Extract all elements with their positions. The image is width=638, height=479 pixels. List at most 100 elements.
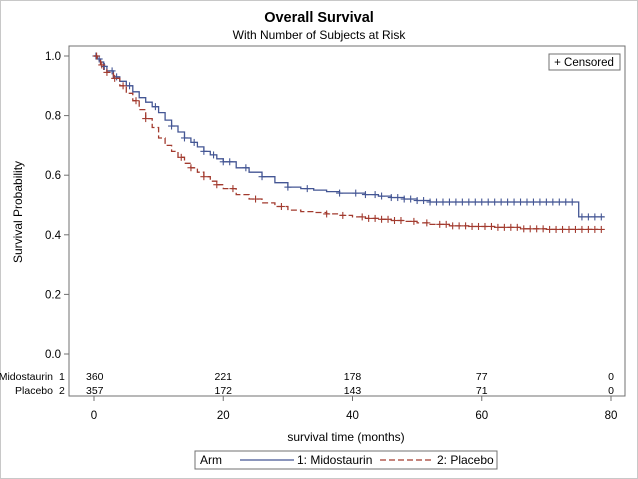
at-risk-count: 71 xyxy=(476,385,488,397)
censor-mark xyxy=(510,198,518,206)
censor-mark xyxy=(371,191,379,199)
censor-mark xyxy=(423,219,431,227)
censor-mark xyxy=(591,213,599,221)
censor-mark xyxy=(420,197,428,205)
x-axis: 0 20 40 60 80 xyxy=(91,396,617,422)
censor-mark xyxy=(433,198,441,206)
censor-mark xyxy=(523,198,531,206)
censor-mark xyxy=(371,214,379,222)
at-risk-count: 172 xyxy=(214,385,232,397)
x-tick-label: 40 xyxy=(346,410,359,422)
censor-mark xyxy=(407,195,415,203)
censor-mark xyxy=(190,138,198,146)
series-layer xyxy=(94,55,605,231)
censor-mark xyxy=(539,225,547,233)
censor-mark xyxy=(180,134,188,142)
y-tick-label: 0.2 xyxy=(45,289,61,301)
censor-mark xyxy=(546,225,554,233)
censor-mark xyxy=(436,220,444,228)
censor-mark xyxy=(584,225,592,233)
censor-mark xyxy=(210,151,218,159)
censor-mark xyxy=(358,213,366,221)
censor-mark xyxy=(258,173,266,181)
censor-mark xyxy=(226,158,234,166)
plot-area-border xyxy=(68,45,626,397)
censor-mark xyxy=(339,211,347,219)
censor-layer xyxy=(92,52,605,233)
censor-mark xyxy=(391,216,399,224)
series-line-midostaurin xyxy=(94,55,605,218)
censor-mark xyxy=(439,198,447,206)
censor-mark xyxy=(520,225,528,233)
censor-mark xyxy=(168,122,176,130)
at-risk-row-code: 1 xyxy=(59,371,65,383)
censor-mark xyxy=(455,222,463,230)
y-axis: 0.0 0.2 0.4 0.6 0.8 1.0 xyxy=(45,51,69,361)
series-legend: Arm 1: Midostaurin 2: Placebo xyxy=(194,450,498,470)
censor-mark xyxy=(378,215,386,223)
legend-entry-midostaurin: 1: Midostaurin xyxy=(297,453,372,467)
x-tick-label: 0 xyxy=(91,410,97,422)
censor-mark xyxy=(465,198,473,206)
censor-mark xyxy=(478,198,486,206)
at-risk-count: 360 xyxy=(86,371,104,383)
censor-mark xyxy=(562,198,570,206)
at-risk-count: 357 xyxy=(86,385,104,397)
censor-mark xyxy=(177,153,185,161)
censor-mark xyxy=(449,222,457,230)
y-tick-label: 1.0 xyxy=(45,51,61,63)
censor-mark xyxy=(284,183,292,191)
censor-mark xyxy=(597,213,605,221)
censor-mark xyxy=(413,197,421,205)
legend-title: Arm xyxy=(200,453,222,467)
y-tick-label: 0.0 xyxy=(45,349,61,361)
at-risk-count: 178 xyxy=(344,371,362,383)
censor-mark xyxy=(468,222,476,230)
at-risk-row-label: Midostaurin xyxy=(0,371,53,383)
y-tick-label: 0.8 xyxy=(45,111,61,123)
censor-mark xyxy=(365,214,373,222)
censor-mark xyxy=(151,103,159,111)
at-risk-row-label: Placebo xyxy=(15,385,53,397)
censor-mark xyxy=(552,225,560,233)
censor-mark xyxy=(597,225,605,233)
censor-mark xyxy=(481,222,489,230)
censor-mark xyxy=(491,198,499,206)
censor-mark xyxy=(229,185,237,193)
censor-mark xyxy=(536,198,544,206)
censor-mark xyxy=(111,74,119,82)
censor-mark xyxy=(571,225,579,233)
censor-mark xyxy=(108,67,116,75)
censor-mark xyxy=(323,210,331,218)
censor-mark xyxy=(591,225,599,233)
censor-mark xyxy=(200,173,208,181)
y-tick-label: 0.6 xyxy=(45,170,61,182)
censor-mark xyxy=(187,164,195,172)
censor-mark xyxy=(584,213,592,221)
censor-mark xyxy=(507,223,515,231)
censor-mark xyxy=(397,216,405,224)
censor-mark xyxy=(142,115,150,123)
censor-mark xyxy=(568,198,576,206)
series-legend-box xyxy=(194,450,498,470)
censor-mark xyxy=(513,223,521,231)
censor-mark xyxy=(452,198,460,206)
chart-subtitle: With Number of Subjects at Risk xyxy=(232,28,406,42)
chart-title: Overall Survival xyxy=(264,10,374,26)
censor-mark xyxy=(277,202,285,210)
censor-mark xyxy=(336,189,344,197)
censored-legend: + Censored xyxy=(548,53,621,71)
censor-mark xyxy=(98,61,106,69)
censor-mark xyxy=(578,213,586,221)
censor-mark xyxy=(103,68,111,76)
censor-mark xyxy=(219,158,227,166)
censor-mark xyxy=(394,194,402,202)
at-risk-count: 77 xyxy=(476,371,488,383)
at-risk-row-code: 2 xyxy=(59,385,65,397)
censor-mark xyxy=(445,198,453,206)
censor-mark xyxy=(303,185,311,193)
censor-mark xyxy=(494,223,502,231)
x-axis-label: survival time (months) xyxy=(287,430,404,444)
censor-mark xyxy=(252,195,260,203)
